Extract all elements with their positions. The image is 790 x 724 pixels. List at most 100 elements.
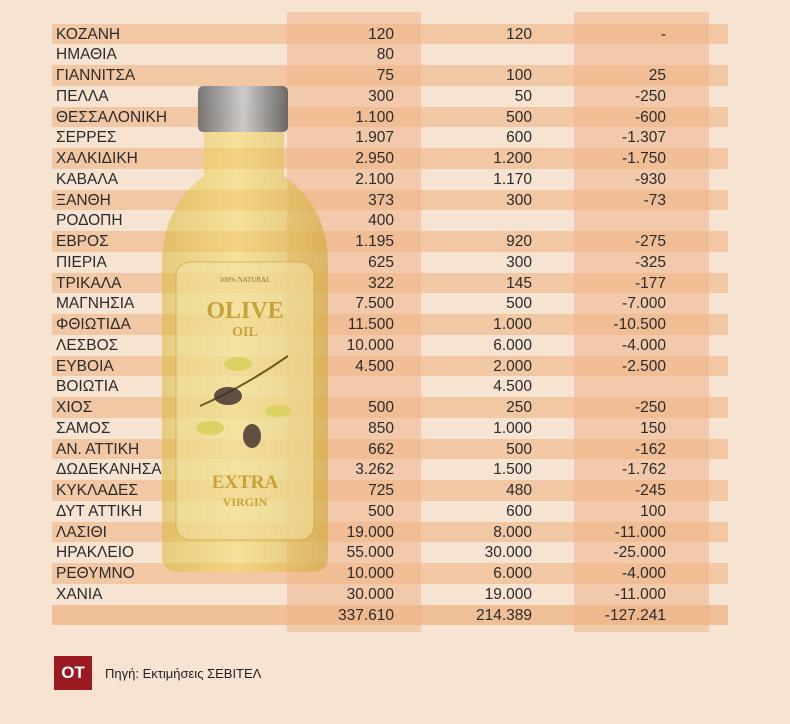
region-cell: ΑΝ. ΑΤΤΙΚΗ <box>56 440 140 458</box>
value-cell-b: 1.000 <box>493 419 532 437</box>
value-cell-b: 100 <box>506 67 532 84</box>
table-row: ΚΟΖΑΝΗ 120 120 - <box>52 24 728 45</box>
value-cell-c: 100 <box>640 502 666 520</box>
region-cell: ΗΡΑΚΛΕΙΟ <box>56 544 135 562</box>
value-cell-b: 1.200 <box>493 150 532 167</box>
table-row: ΛΕΣΒΟΣ 10.000 6.000 -4.000 <box>52 335 728 356</box>
table-row: ΗΡΑΚΛΕΙΟ 55.000 30.000 -25.000 <box>52 542 728 563</box>
table-row: ΡΟΔΟΠΗ 400 <box>52 210 728 231</box>
value-cell-a: 11.500 <box>347 316 394 333</box>
value-cell-a: 10.000 <box>346 336 394 354</box>
table-row: ΠΕΛΛΑ 300 50 -250 <box>52 86 728 107</box>
region-cell: ΣΕΡΡΕΣ <box>56 129 117 147</box>
value-cell-a: 850 <box>368 419 394 437</box>
region-cell: ΛΑΣΙΘΙ <box>56 523 107 541</box>
region-cell: ΦΘΙΩΤΙΔΑ <box>56 316 131 333</box>
bottle-label-olive: OLIVE <box>206 298 283 324</box>
region-cell: ΜΑΓΝΗΣΙΑ <box>56 295 135 313</box>
table-row: ΗΜΑΘΙΑ 80 <box>52 44 728 65</box>
value-cell-a: 373 <box>368 191 394 209</box>
value-cell-b: 250 <box>506 399 532 416</box>
value-cell-c: -162 <box>634 440 666 458</box>
value-cell-b: 214.389 <box>475 606 532 624</box>
leaf-icon <box>265 405 291 417</box>
value-cell-a: 80 <box>376 46 394 64</box>
value-cell-c: -325 <box>634 253 666 271</box>
value-cell-b: 50 <box>514 87 532 105</box>
value-cell-a: 725 <box>368 482 394 499</box>
table-row: ΕΒΡΟΣ 1.195 920 -275 <box>52 231 728 252</box>
column-band-c <box>574 12 709 632</box>
total-row: 337.610 214.389 -127.241 <box>52 605 728 626</box>
table-row: ΔΥΤ ΑΤΤΙΚΗ 500 600 100 <box>52 501 728 522</box>
region-cell: ΕΒΡΟΣ <box>56 233 109 250</box>
value-cell-c: -127.241 <box>604 606 666 624</box>
bottle-label-top: 100% NATURAL <box>220 276 271 284</box>
value-cell-b: 30.000 <box>484 544 532 562</box>
table-row: ΠΙΕΡΙΑ 625 300 -325 <box>52 252 728 273</box>
value-cell-c: -2.500 <box>622 357 666 375</box>
table-row: ΓΙΑΝΝΙΤΣΑ 75 100 25 <box>52 65 728 86</box>
table-row: ΞΑΝΘΗ 373 300 -73 <box>52 190 728 211</box>
table-row: ΘΕΣΣΑΛΟΝΙΚΗ 1.100 500 -600 <box>52 107 728 128</box>
value-cell-b: 19.000 <box>484 585 532 603</box>
region-cell: ΤΡΙΚΑΛΑ <box>56 274 122 292</box>
value-cell-b: 1.000 <box>493 316 532 333</box>
value-cell-a: 30.000 <box>346 585 394 603</box>
table-row: ΣΕΡΡΕΣ 1.907 600 -1.307 <box>52 127 728 148</box>
value-cell-b: 500 <box>506 440 532 458</box>
region-cell: ΗΜΑΘΙΑ <box>56 46 117 64</box>
region-cell: ΚΑΒΑΛΑ <box>56 170 119 188</box>
value-cell-a: 300 <box>368 87 394 105</box>
value-cell-a: 10.000 <box>346 565 394 582</box>
region-cell: ΛΕΣΒΟΣ <box>56 336 119 354</box>
value-cell-c: -7.000 <box>622 295 666 313</box>
value-cell-b: 1.500 <box>493 461 532 479</box>
value-cell-a: 2.950 <box>355 150 394 167</box>
region-cell: ΡΕΘΥΜΝΟ <box>56 565 135 582</box>
value-cell-a: 3.262 <box>355 461 394 479</box>
table-row: ΜΑΓΝΗΣΙΑ 7.500 500 -7.000 <box>52 293 728 314</box>
value-cell-c: -11.000 <box>614 523 666 541</box>
table-row: ΧΑΛΚΙΔΙΚΗ 2.950 1.200 -1.750 <box>52 148 728 169</box>
value-cell-c: -10.500 <box>613 316 666 333</box>
value-cell-c: -250 <box>634 399 666 416</box>
value-cell-b: 2.000 <box>493 357 532 375</box>
value-cell-c: -25.000 <box>613 544 666 562</box>
olive-icon <box>214 387 242 405</box>
olive-icon <box>243 424 261 448</box>
region-cell: ΚΥΚΛΑΔΕΣ <box>56 482 138 499</box>
value-cell-b: 8.000 <box>493 523 532 541</box>
table-row: ΛΑΣΙΘΙ 19.000 8.000 -11.000 <box>52 522 728 543</box>
table-row: ΣΑΜΟΣ 850 1.000 150 <box>52 418 728 439</box>
region-cell: ΔΥΤ ΑΤΤΙΚΗ <box>56 502 143 520</box>
region-cell: ΠΕΛΛΑ <box>56 87 109 105</box>
table-row: ΤΡΙΚΑΛΑ 322 145 -177 <box>52 273 728 294</box>
value-cell-b: 300 <box>506 253 532 271</box>
value-cell-b: 120 <box>506 25 532 43</box>
value-cell-a: 1.907 <box>355 129 394 147</box>
region-cell: ΒΟΙΩΤΙΑ <box>56 378 119 396</box>
value-cell-a: 4.500 <box>355 357 394 375</box>
value-cell-c: -930 <box>634 170 666 188</box>
value-cell-b: 145 <box>506 274 532 292</box>
table-row: ΕΥΒΟΙΑ 4.500 2.000 -2.500 <box>52 356 728 377</box>
value-cell-a: 2.100 <box>355 170 394 188</box>
region-cell: ΞΑΝΘΗ <box>56 191 111 209</box>
value-cell-a: 7.500 <box>355 295 394 313</box>
table-row: ΧΙΟΣ 500 250 -250 <box>52 397 728 418</box>
table-row: ΡΕΘΥΜΝΟ 10.000 6.000 -4.000 <box>52 563 728 584</box>
source-note: Πηγή: Εκτιμήσεις ΣΕΒΙΤΕΛ <box>105 665 262 681</box>
value-cell-a: 1.100 <box>355 108 394 126</box>
value-cell-c: 150 <box>640 419 666 437</box>
value-cell-c: -1.750 <box>622 150 666 167</box>
table-row: ΦΘΙΩΤΙΔΑ 11.500 1.000 -10.500 <box>52 314 728 335</box>
value-cell-c: - <box>660 25 666 43</box>
value-cell-a: 1.195 <box>355 233 394 250</box>
value-cell-a: 625 <box>368 253 394 271</box>
region-cell: ΚΟΖΑΝΗ <box>56 25 121 43</box>
value-cell-a: 662 <box>368 440 394 458</box>
region-cell: ΓΙΑΝΝΙΤΣΑ <box>56 67 136 84</box>
table-row: ΒΟΙΩΤΙΑ 4.500 <box>52 376 728 397</box>
value-cell-b: 6.000 <box>493 565 532 582</box>
